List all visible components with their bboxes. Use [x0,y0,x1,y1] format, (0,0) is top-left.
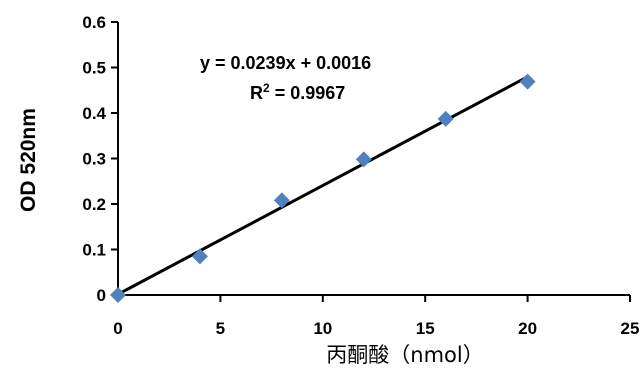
x-tick-label: 0 [113,319,122,338]
trendline-equation: y = 0.0239x + 0.0016 [200,53,371,73]
y-tick-label: 0.3 [82,150,106,169]
y-tick-label: 0 [97,286,106,305]
r-squared-label: R2 = 0.9967 [250,81,345,103]
data-point [191,248,208,265]
r-squared-symbol: R [250,83,263,103]
data-markers [110,73,536,303]
y-tick-label: 0.2 [82,195,106,214]
y-ticks: 0 0.1 0.2 0.3 0.4 0.5 0.6 [82,13,118,305]
r-squared-superscript: 2 [263,81,270,95]
y-axis-title: OD 520nm [17,108,40,212]
y-tick-label: 0.4 [82,104,106,123]
x-tick-label: 5 [216,319,225,338]
data-point [437,110,454,127]
data-point [519,73,536,90]
x-tick-label: 25 [621,319,640,338]
data-point [273,192,290,209]
y-tick-label: 0.5 [82,59,106,78]
trendline [117,75,529,296]
x-tick-label: 20 [518,319,537,338]
y-tick-label: 0.6 [82,13,106,32]
y-tick-label: 0.1 [82,241,106,260]
x-ticks: 0 5 10 15 20 25 [113,295,639,338]
r-squared-value: = 0.9967 [270,83,346,103]
data-point [355,151,372,168]
x-axis-title: 丙酮酸（nmol） [326,343,483,367]
x-tick-label: 15 [416,319,435,338]
x-tick-label: 10 [313,319,332,338]
data-point [110,287,126,303]
